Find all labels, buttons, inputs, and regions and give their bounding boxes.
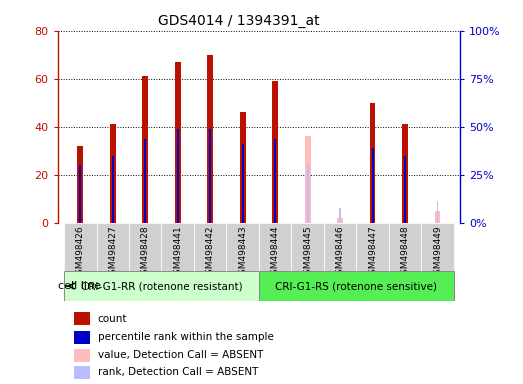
Text: value, Detection Call = ABSENT: value, Detection Call = ABSENT: [98, 350, 263, 360]
Bar: [74, 331, 90, 344]
Bar: [272, 81, 278, 223]
Bar: [162, 223, 194, 271]
Bar: [242, 144, 244, 223]
Bar: [175, 62, 180, 223]
Bar: [305, 136, 311, 223]
Bar: [194, 223, 226, 271]
Bar: [259, 271, 454, 301]
Bar: [226, 223, 259, 271]
Text: GSM498441: GSM498441: [173, 225, 182, 280]
Bar: [337, 218, 343, 223]
Text: GSM498449: GSM498449: [433, 225, 442, 280]
Text: GSM498446: GSM498446: [336, 225, 345, 280]
Bar: [291, 223, 324, 271]
Bar: [74, 312, 90, 326]
Bar: [110, 124, 116, 223]
Bar: [259, 223, 291, 271]
Text: GSM498445: GSM498445: [303, 225, 312, 280]
Text: CRI-G1-RS (rotenone sensitive): CRI-G1-RS (rotenone sensitive): [275, 281, 437, 291]
Bar: [437, 201, 438, 223]
Bar: [389, 223, 421, 271]
Bar: [74, 366, 90, 379]
Text: count: count: [98, 314, 127, 324]
Bar: [79, 165, 81, 223]
Text: GSM498447: GSM498447: [368, 225, 377, 280]
Text: CRI-G1-RR (rotenone resistant): CRI-G1-RR (rotenone resistant): [81, 281, 242, 291]
Text: GSM498444: GSM498444: [270, 225, 280, 280]
Bar: [177, 129, 179, 223]
Title: GDS4014 / 1394391_at: GDS4014 / 1394391_at: [158, 14, 320, 28]
Text: GSM498428: GSM498428: [141, 225, 150, 280]
Bar: [240, 112, 246, 223]
Bar: [207, 55, 213, 223]
Bar: [324, 223, 356, 271]
Bar: [144, 139, 146, 223]
Text: GSM498426: GSM498426: [76, 225, 85, 280]
Bar: [209, 129, 211, 223]
Text: GSM498442: GSM498442: [206, 225, 214, 280]
Bar: [371, 148, 373, 223]
Bar: [142, 76, 148, 223]
Bar: [404, 156, 406, 223]
Text: percentile rank within the sample: percentile rank within the sample: [98, 332, 274, 342]
Text: GSM498427: GSM498427: [108, 225, 117, 280]
Bar: [129, 223, 162, 271]
Text: GSM498443: GSM498443: [238, 225, 247, 280]
Bar: [64, 223, 97, 271]
Bar: [370, 103, 376, 223]
Bar: [97, 223, 129, 271]
Text: rank, Detection Call = ABSENT: rank, Detection Call = ABSENT: [98, 367, 258, 377]
Bar: [306, 165, 309, 223]
Bar: [74, 349, 90, 362]
Bar: [112, 156, 113, 223]
Text: cell line: cell line: [58, 281, 101, 291]
Bar: [435, 211, 440, 223]
Text: GSM498448: GSM498448: [401, 225, 410, 280]
Bar: [339, 208, 341, 223]
Bar: [274, 139, 276, 223]
Bar: [64, 271, 259, 301]
Bar: [77, 146, 83, 223]
Bar: [402, 124, 408, 223]
Bar: [421, 223, 454, 271]
Bar: [356, 223, 389, 271]
